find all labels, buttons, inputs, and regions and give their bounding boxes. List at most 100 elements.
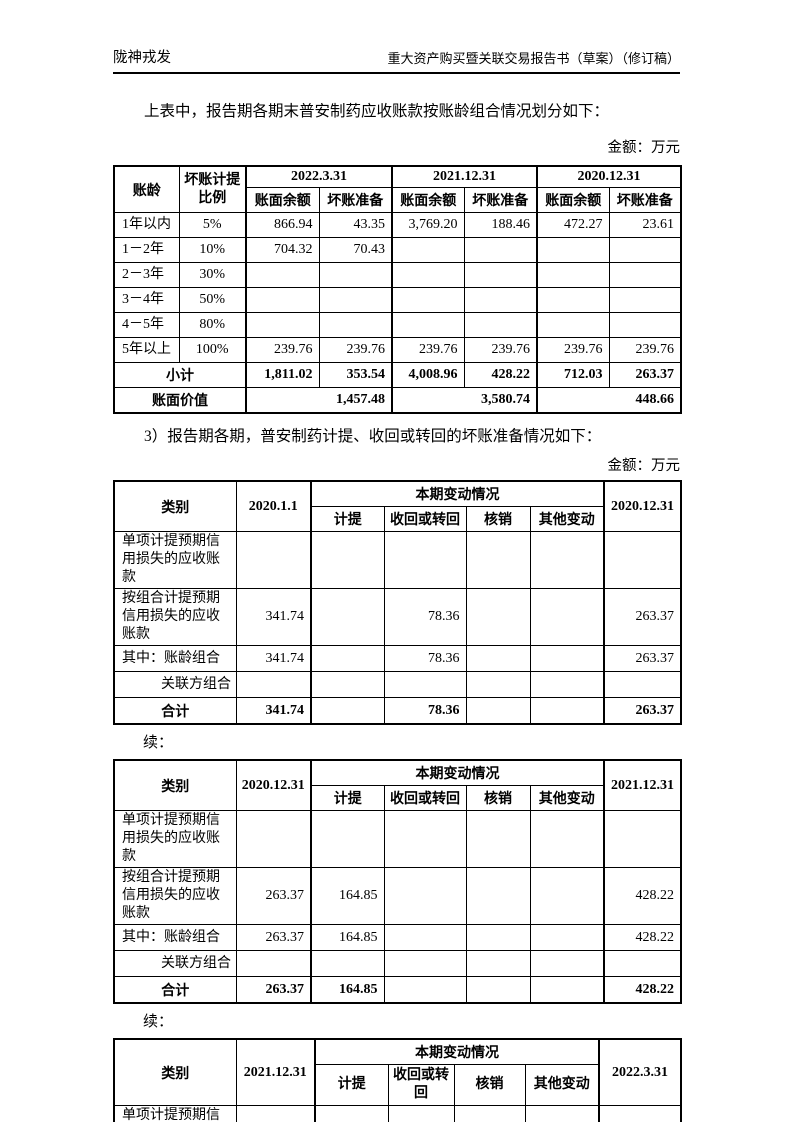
table-cell: 23.61 <box>608 212 682 238</box>
table-row: 关联方组合 <box>113 950 682 977</box>
col-header-other: 其他变动 <box>529 506 605 532</box>
table-cell <box>383 671 467 698</box>
col-header-recover: 收回或转回 <box>383 506 467 532</box>
table-cell: 4,008.96 <box>391 362 465 388</box>
col-header-balance: 账面余额 <box>391 187 465 213</box>
col-header-begin-date: 2021.12.31 <box>235 1038 316 1106</box>
col-header-recover: 收回或转回 <box>387 1064 455 1106</box>
table-cell: 1,811.02 <box>245 362 320 388</box>
table-cell <box>310 645 385 672</box>
table-cell: 78.36 <box>383 697 467 725</box>
table-cell <box>465 867 531 925</box>
continued-label: 续： <box>143 1014 174 1030</box>
ratio-cell: 50% <box>178 287 247 313</box>
row-label: 1－2年 <box>113 237 180 263</box>
table-header-row: 类别 2021.12.31 本期变动情况 2022.3.31 <box>113 1038 682 1106</box>
table-cell <box>465 697 531 725</box>
table-cell <box>235 950 312 977</box>
total-label: 合计 <box>113 697 237 725</box>
table-cell: 448.66 <box>536 387 682 414</box>
col-header-provision: 坏账准备 <box>318 187 393 213</box>
row-label: 单项计提预期信用损失的应收账款 <box>113 810 237 868</box>
table-row: 4－5年 80% <box>113 312 682 338</box>
table-cell <box>245 312 320 338</box>
table-cell <box>465 950 531 977</box>
table-cell: 239.76 <box>463 337 538 363</box>
aging-table: 账龄 坏账计提比例 2022.3.31 2021.12.31 2020.12.3… <box>113 165 682 414</box>
provision-movement-table-2020: 类别 2020.1.1 本期变动情况 2020.12.31 计提 收回或转回 核… <box>113 480 682 725</box>
table-cell <box>463 262 538 288</box>
table-cell <box>235 671 312 698</box>
row-label: 单项计提预期信用 <box>113 1105 237 1122</box>
table-row: 5年以上 100% 239.76 239.76 239.76 239.76 23… <box>113 337 682 363</box>
table-cell <box>310 697 385 725</box>
table-cell <box>603 531 682 589</box>
table-cell <box>529 588 605 646</box>
table-cell <box>598 1105 682 1122</box>
table-row: 单项计提预期信用损失的应收账款 <box>113 810 682 868</box>
table-cell: 1,457.48 <box>245 387 393 414</box>
col-header-aging: 账龄 <box>113 165 180 213</box>
table-cell <box>391 287 465 313</box>
continued-label: 续： <box>143 735 174 751</box>
table-cell <box>536 312 610 338</box>
table-subheader-row: 计提 收回或转回 核销 其他变动 <box>114 1064 681 1106</box>
col-header-balance: 账面余额 <box>536 187 610 213</box>
table-cell <box>536 287 610 313</box>
table-cell <box>608 287 682 313</box>
ratio-cell: 100% <box>178 337 247 363</box>
table-cell <box>383 867 467 925</box>
table-cell: 78.36 <box>383 588 467 646</box>
ratio-cell: 30% <box>178 262 247 288</box>
col-header-recover: 收回或转回 <box>383 785 467 811</box>
table-cell <box>608 312 682 338</box>
table-cell <box>536 237 610 263</box>
ratio-cell: 10% <box>178 237 247 263</box>
col-header-other: 其他变动 <box>524 1064 600 1106</box>
col-header-begin-date: 2020.12.31 <box>235 759 312 811</box>
col-header-category: 类别 <box>113 759 237 811</box>
row-label: 3－4年 <box>113 287 180 313</box>
table-cell: 263.37 <box>603 645 682 672</box>
total-row: 合计 263.37 164.85 428.22 <box>113 976 682 1004</box>
table-row: 其中：账龄组合 263.37 164.85 428.22 <box>113 924 682 951</box>
row-label: 关联方组合 <box>113 671 237 698</box>
table-cell: 341.74 <box>235 645 312 672</box>
table-cell <box>465 976 531 1004</box>
table-cell <box>603 950 682 977</box>
table-cell <box>391 262 465 288</box>
table-cell <box>529 671 605 698</box>
header-right-title: 重大资产购买暨关联交易报告书（草案）（修订稿） <box>387 51 680 66</box>
table-cell <box>524 1105 600 1122</box>
table-cell: 239.76 <box>318 337 393 363</box>
table-cell <box>310 588 385 646</box>
table-header-row: 账龄 坏账计提比例 2022.3.31 2021.12.31 2020.12.3… <box>113 165 682 213</box>
provision-movement-table-2021: 类别 2020.12.31 本期变动情况 2021.12.31 计提 收回或转回… <box>113 759 682 1004</box>
table-cell <box>235 810 312 868</box>
table-cell <box>529 950 605 977</box>
col-header-balance: 账面余额 <box>245 187 320 213</box>
table-cell: 353.54 <box>318 362 393 388</box>
table-cell: 428.22 <box>603 924 682 951</box>
table-cell: 263.37 <box>235 924 312 951</box>
col-header-begin-date: 2020.1.1 <box>235 480 312 532</box>
table-cell: 472.27 <box>536 212 610 238</box>
table-cell: 263.37 <box>235 867 312 925</box>
col-header-period-2022: 2022.3.31 <box>245 165 393 188</box>
col-header-provision: 坏账准备 <box>608 187 682 213</box>
amount-unit-label: 金额：万元 <box>607 458 681 474</box>
col-header-period-2021: 2021.12.31 <box>391 165 538 188</box>
row-label: 5年以上 <box>113 337 180 363</box>
table-subheader-row: 计提 收回或转回 核销 其他变动 <box>114 506 681 532</box>
amount-unit-label: 金额：万元 <box>607 140 681 156</box>
col-header-end-date: 2020.12.31 <box>603 480 682 532</box>
table-cell <box>310 810 385 868</box>
col-header-end-date: 2021.12.31 <box>603 759 682 811</box>
col-header-change-group: 本期变动情况 <box>310 759 605 786</box>
table-cell <box>529 531 605 589</box>
col-header-accrual: 计提 <box>310 506 385 532</box>
row-label: 其中：账龄组合 <box>113 645 237 672</box>
table-row: 按组合计提预期信用损失的应收账款 341.74 78.36 263.37 <box>113 588 682 646</box>
table-cell: 3,769.20 <box>391 212 465 238</box>
